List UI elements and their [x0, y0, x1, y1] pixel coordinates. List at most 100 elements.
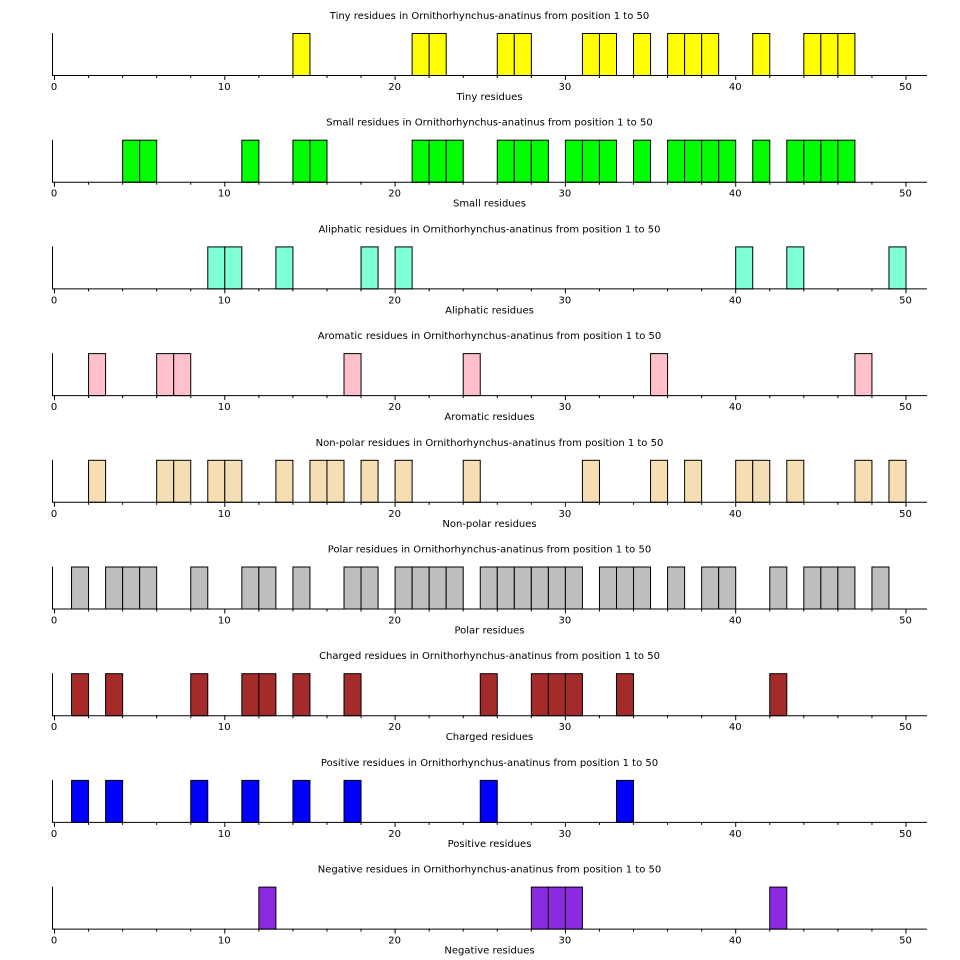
residue-bar: [735, 246, 754, 290]
residue-bar: [513, 139, 532, 183]
residue-bar: [88, 459, 107, 503]
x-tick-label: 40: [729, 509, 742, 520]
residue-bar: [530, 566, 549, 610]
residue-bar: [871, 566, 890, 610]
residue-bar: [769, 566, 788, 610]
chart-title: Aliphatic residues in Ornithorhynchus-an…: [318, 224, 660, 235]
residue-bar: [156, 353, 175, 397]
chart-title: Charged residues in Ornithorhynchus-anat…: [319, 651, 660, 662]
chart-panel: Polar residues in Ornithorhynchus-anatin…: [51, 545, 927, 637]
residue-bar: [837, 566, 856, 610]
x-tick-label: 50: [899, 722, 912, 733]
residue-bar: [241, 673, 260, 717]
x-tick-label: 10: [218, 829, 231, 840]
chart-title: Negative residues in Ornithorhynchus-ana…: [318, 865, 662, 876]
residue-bar: [547, 566, 566, 610]
residue-bar: [888, 459, 907, 503]
residue-bar: [479, 673, 498, 717]
residue-bar: [207, 246, 226, 290]
x-tick-label: 40: [729, 936, 742, 947]
x-tick-label: 20: [388, 295, 401, 306]
residue-bar: [292, 673, 311, 717]
x-axis-label: Aromatic residues: [444, 412, 534, 423]
x-tick-label: 10: [218, 509, 231, 520]
x-tick-label: 20: [388, 82, 401, 93]
residue-bar: [360, 246, 379, 290]
residue-bar: [820, 33, 839, 76]
x-tick-label: 0: [51, 402, 57, 413]
residue-bar: [547, 673, 566, 717]
x-tick-label: 10: [218, 402, 231, 413]
residue-bar: [752, 33, 771, 76]
residue-bar: [428, 33, 447, 76]
residue-bar: [224, 459, 243, 503]
x-tick-label: 10: [218, 722, 231, 733]
x-tick-label: 30: [559, 616, 572, 627]
chart-panel: Aliphatic residues in Ornithorhynchus-an…: [51, 224, 927, 316]
x-tick-label: 30: [559, 402, 572, 413]
residue-bar: [820, 139, 839, 183]
x-tick-label: 30: [559, 509, 572, 520]
x-tick-label: 20: [388, 509, 401, 520]
chart-title: Small residues in Ornithorhynchus-anatin…: [326, 118, 652, 129]
residue-bar: [615, 779, 635, 823]
x-tick-label: 20: [388, 402, 401, 413]
residue-bar: [752, 139, 771, 183]
residue-bar: [445, 139, 464, 183]
residue-bar: [786, 459, 805, 503]
x-tick-label: 0: [51, 509, 57, 520]
x-axis-label: Charged residues: [446, 732, 534, 743]
x-tick-label: 50: [899, 189, 912, 200]
residue-bar: [633, 33, 652, 76]
residue-bar: [615, 673, 635, 717]
residue-bar: [786, 139, 805, 183]
x-tick-label: 10: [218, 616, 231, 627]
x-tick-label: 20: [388, 829, 401, 840]
chart-title: Positive residues in Ornithorhynchus-ana…: [321, 758, 658, 769]
x-axis-label: Aliphatic residues: [445, 305, 534, 316]
chart-panel: Aromatic residues in Ornithorhynchus-ana…: [51, 331, 927, 423]
x-tick-label: 50: [899, 295, 912, 306]
residue-bar: [428, 139, 447, 183]
residue-bar: [701, 33, 720, 76]
residue-bar: [581, 139, 600, 183]
residue-bar: [292, 33, 311, 76]
residue-bar: [462, 459, 481, 503]
residue-bar: [360, 566, 379, 610]
residue-bar: [718, 566, 737, 610]
residue-bar: [343, 566, 362, 610]
x-tick-label: 40: [729, 82, 742, 93]
x-axis-label: Positive residues: [448, 839, 532, 850]
residue-bar: [667, 33, 686, 76]
x-tick-label: 30: [559, 722, 572, 733]
residue-bar: [786, 246, 805, 290]
x-tick-label: 0: [51, 295, 57, 306]
residue-bar: [394, 459, 413, 503]
residue-bar: [190, 673, 209, 717]
residue-bar: [684, 459, 703, 503]
x-tick-label: 40: [729, 402, 742, 413]
x-tick-label: 50: [899, 936, 912, 947]
x-tick-label: 40: [729, 295, 742, 306]
x-tick-label: 20: [388, 722, 401, 733]
x-tick-label: 0: [51, 722, 57, 733]
residue-bar: [496, 139, 515, 183]
x-tick-label: 10: [218, 295, 231, 306]
residue-bar: [684, 139, 703, 183]
x-axis-label: Tiny residues: [455, 92, 522, 103]
residue-bar: [667, 566, 686, 610]
residue-bar: [547, 886, 566, 930]
residue-bar: [564, 673, 583, 717]
chart-title: Tiny residues in Ornithorhynchus-anatinu…: [329, 11, 649, 22]
x-axis-label: Non-polar residues: [442, 519, 536, 530]
x-tick-label: 30: [559, 82, 572, 93]
x-tick-label: 50: [899, 616, 912, 627]
chart-panel: Positive residues in Ornithorhynchus-ana…: [51, 758, 927, 850]
residue-bar: [854, 353, 873, 397]
residue-bar: [275, 246, 294, 290]
residue-bar: [633, 139, 652, 183]
residue-bar: [701, 566, 720, 610]
residue-bar: [394, 566, 413, 610]
chart-panel: Non-polar residues in Ornithorhynchus-an…: [51, 438, 927, 530]
